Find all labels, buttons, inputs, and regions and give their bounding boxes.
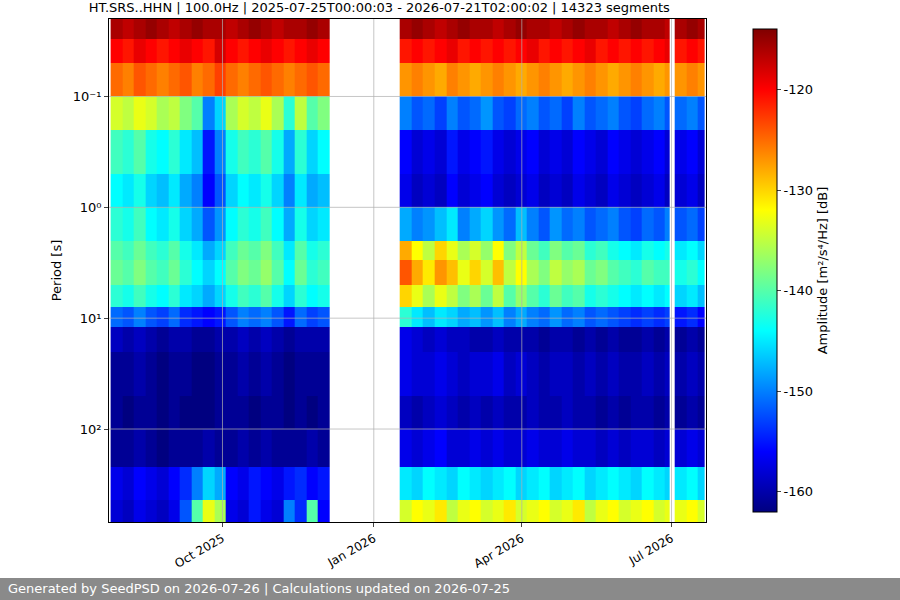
svg-text:-150: -150 bbox=[784, 384, 814, 399]
svg-text:Amplitude [m²/s⁴/Hz] [dB]: Amplitude [m²/s⁴/Hz] [dB] bbox=[815, 187, 830, 355]
svg-text:Oct 2025: Oct 2025 bbox=[172, 531, 227, 571]
svg-text:Apr 2026: Apr 2026 bbox=[472, 531, 527, 571]
svg-text:Period [s]: Period [s] bbox=[49, 240, 64, 302]
svg-text:Jan 2026: Jan 2026 bbox=[325, 531, 379, 570]
svg-text:10⁰: 10⁰ bbox=[80, 200, 102, 215]
svg-text:10¹: 10¹ bbox=[80, 311, 102, 326]
svg-text:-140: -140 bbox=[784, 283, 814, 298]
svg-text:10²: 10² bbox=[80, 422, 102, 437]
svg-text:-130: -130 bbox=[784, 183, 814, 198]
svg-text:10⁻¹: 10⁻¹ bbox=[73, 89, 102, 104]
svg-text:-120: -120 bbox=[784, 82, 814, 97]
svg-text:-160: -160 bbox=[784, 484, 814, 499]
html-text:Generated by SeedPSD on 2026-0: Generated by SeedPSD on 2026-07-26 | Cal… bbox=[8, 581, 510, 596]
svg-text:HT.SRS..HHN | 100.0Hz | 2025-0: HT.SRS..HHN | 100.0Hz | 2025-07-25T00:00… bbox=[89, 0, 670, 15]
svg-text:Jul 2026: Jul 2026 bbox=[626, 531, 676, 568]
